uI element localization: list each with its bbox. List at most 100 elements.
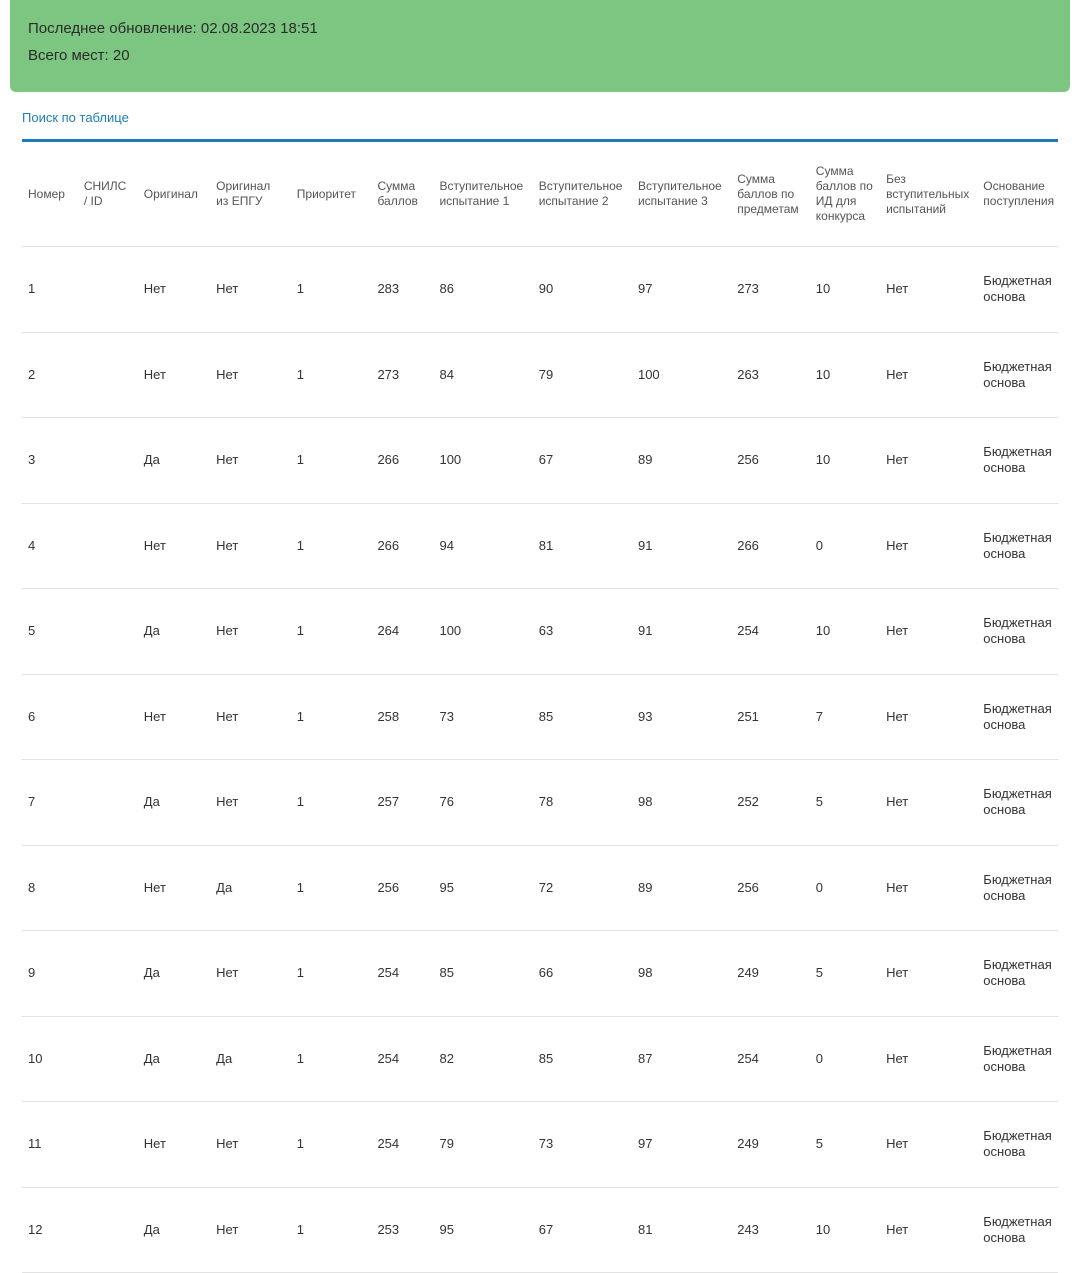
- table-cell: 266: [731, 503, 810, 589]
- table-cell: Нет: [880, 1187, 977, 1273]
- table-cell: 82: [433, 1016, 532, 1102]
- table-cell: Нет: [138, 1102, 210, 1188]
- table-cell: 10: [810, 247, 880, 333]
- table-cell: Бюджетная основа: [977, 589, 1058, 675]
- table-cell: 258: [371, 674, 433, 760]
- column-header: Без вступительных испытаний: [880, 154, 977, 247]
- table-cell: Бюджетная основа: [977, 247, 1058, 333]
- table-cell: 89: [632, 845, 731, 931]
- table-body: 1НетНет128386909727310НетБюджетная основ…: [22, 247, 1058, 1273]
- table-cell: 249: [731, 931, 810, 1017]
- table-cell: 95: [433, 1187, 532, 1273]
- table-cell: 253: [371, 1187, 433, 1273]
- table-cell: Бюджетная основа: [977, 931, 1058, 1017]
- table-cell: 1: [291, 332, 372, 418]
- table-cell: [78, 845, 138, 931]
- table-cell: 254: [731, 589, 810, 675]
- table-cell: [78, 674, 138, 760]
- table-cell: Нет: [138, 674, 210, 760]
- table-cell: Бюджетная основа: [977, 845, 1058, 931]
- table-cell: 10: [810, 1187, 880, 1273]
- table-cell: 98: [632, 931, 731, 1017]
- table-cell: Да: [138, 931, 210, 1017]
- table-cell: 90: [533, 247, 632, 333]
- table-cell: Нет: [138, 845, 210, 931]
- table-cell: Нет: [880, 589, 977, 675]
- table-cell: Нет: [210, 1187, 291, 1273]
- table-cell: 1: [291, 1102, 372, 1188]
- table-row: 1НетНет128386909727310НетБюджетная основ…: [22, 247, 1058, 333]
- table-cell: 1: [291, 418, 372, 504]
- table-cell: 89: [632, 418, 731, 504]
- table-cell: [78, 418, 138, 504]
- table-cell: Нет: [210, 674, 291, 760]
- table-cell: Нет: [880, 1102, 977, 1188]
- table-cell: [78, 1187, 138, 1273]
- table-cell: 81: [632, 1187, 731, 1273]
- table-cell: 10: [22, 1016, 78, 1102]
- last-update-text: Последнее обновление: 02.08.2023 18:51: [28, 18, 1052, 39]
- table-cell: 11: [22, 1102, 78, 1188]
- table-cell: Да: [138, 760, 210, 846]
- table-cell: 254: [371, 1016, 433, 1102]
- table-cell: Бюджетная основа: [977, 674, 1058, 760]
- table-cell: 243: [731, 1187, 810, 1273]
- table-cell: 95: [433, 845, 532, 931]
- column-header: Приоритет: [291, 154, 372, 247]
- table-cell: Бюджетная основа: [977, 1016, 1058, 1102]
- table-cell: 273: [731, 247, 810, 333]
- table-cell: 1: [291, 589, 372, 675]
- table-row: 2НетНет1273847910026310НетБюджетная осно…: [22, 332, 1058, 418]
- table-cell: 1: [291, 760, 372, 846]
- table-cell: 84: [433, 332, 532, 418]
- table-cell: 94: [433, 503, 532, 589]
- table-cell: 91: [632, 503, 731, 589]
- table-cell: 7: [22, 760, 78, 846]
- column-header: Основание поступления: [977, 154, 1058, 247]
- table-cell: 257: [371, 760, 433, 846]
- table-cell: 79: [533, 332, 632, 418]
- table-cell: 273: [371, 332, 433, 418]
- table-cell: Нет: [880, 247, 977, 333]
- table-cell: 67: [533, 1187, 632, 1273]
- table-cell: Нет: [880, 845, 977, 931]
- table-cell: 263: [731, 332, 810, 418]
- table-cell: Нет: [880, 332, 977, 418]
- table-cell: 254: [371, 1102, 433, 1188]
- table-cell: 7: [810, 674, 880, 760]
- table-cell: 3: [22, 418, 78, 504]
- status-banner: Последнее обновление: 02.08.2023 18:51 В…: [10, 0, 1070, 92]
- table-cell: [78, 589, 138, 675]
- table-top-divider: [22, 139, 1058, 142]
- table-cell: [78, 332, 138, 418]
- table-cell: 5: [810, 760, 880, 846]
- column-header: Вступительное испытание 2: [533, 154, 632, 247]
- table-cell: 10: [810, 589, 880, 675]
- column-header: Вступительное испытание 1: [433, 154, 532, 247]
- table-cell: 0: [810, 845, 880, 931]
- column-header: Оригинал: [138, 154, 210, 247]
- table-cell: 254: [731, 1016, 810, 1102]
- table-cell: 86: [433, 247, 532, 333]
- column-header: Вступительное испытание 3: [632, 154, 731, 247]
- table-cell: [78, 247, 138, 333]
- table-cell: 100: [433, 589, 532, 675]
- table-cell: 1: [291, 931, 372, 1017]
- table-cell: Нет: [880, 1016, 977, 1102]
- table-head: НомерСНИЛС / IDОригиналОригинал из ЕПГУП…: [22, 154, 1058, 247]
- table-cell: Да: [138, 1016, 210, 1102]
- table-container: НомерСНИЛС / IDОригиналОригинал из ЕПГУП…: [22, 139, 1058, 1273]
- table-cell: Нет: [880, 931, 977, 1017]
- table-cell: 266: [371, 503, 433, 589]
- table-cell: 8: [22, 845, 78, 931]
- table-cell: 10: [810, 332, 880, 418]
- table-cell: Да: [210, 1016, 291, 1102]
- table-cell: 87: [632, 1016, 731, 1102]
- search-table-link[interactable]: Поиск по таблице: [22, 110, 129, 125]
- table-row: 7ДаНет12577678982525НетБюджетная основа: [22, 760, 1058, 846]
- table-cell: Да: [210, 845, 291, 931]
- table-cell: Нет: [880, 503, 977, 589]
- table-cell: Да: [138, 418, 210, 504]
- table-cell: 97: [632, 1102, 731, 1188]
- column-header: Сумма баллов по предметам: [731, 154, 810, 247]
